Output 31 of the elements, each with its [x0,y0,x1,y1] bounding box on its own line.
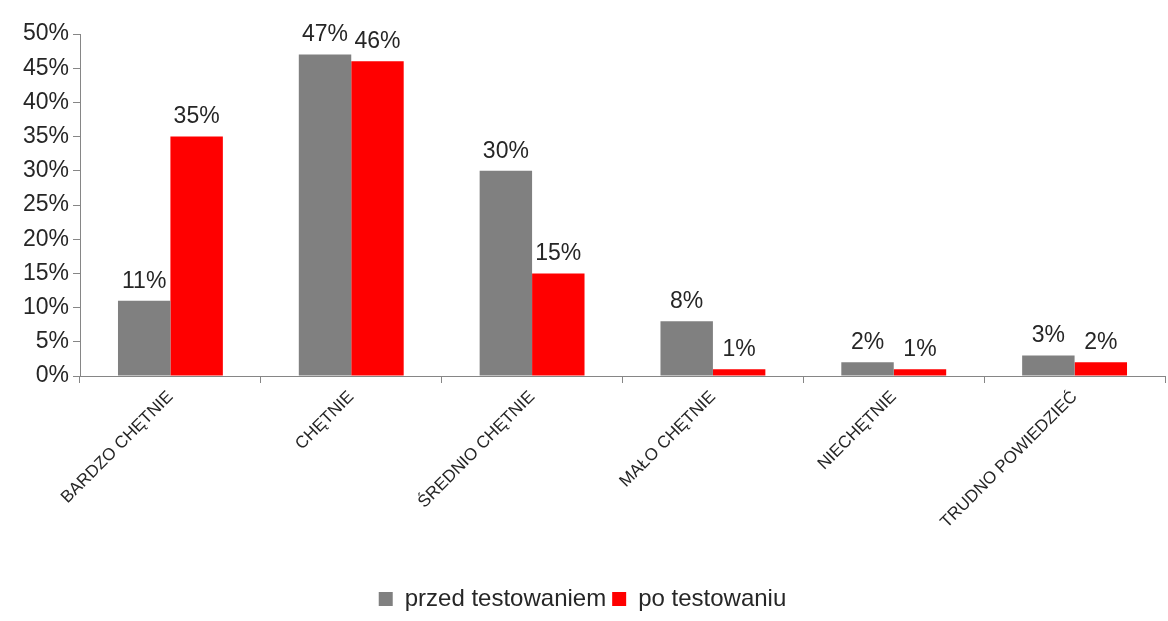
bar [712,369,766,376]
y-tick-label: 20% [22,224,69,251]
y-tick-label: 35% [22,121,69,148]
bar [1074,362,1128,376]
data-label: 11% [122,266,167,293]
y-tick-label: 45% [22,53,69,80]
bar [893,369,947,376]
data-label: 1% [722,335,756,361]
bar [351,61,404,376]
data-label: 2% [1084,328,1118,355]
data-label: 15% [535,239,582,266]
y-tick-label: 40% [22,87,69,114]
y-tick-label: 15% [22,258,69,285]
data-label: 47% [302,20,349,47]
data-label: 30% [482,136,529,163]
data-label: 3% [1031,321,1065,348]
legend-label: po testowaniu [638,583,787,611]
data-label: 2% [850,328,885,355]
y-tick-label: 10% [22,292,69,319]
bar [170,136,223,376]
data-label: 8% [670,287,704,314]
data-label: 46% [354,27,401,54]
data-label: 35% [173,102,220,129]
bar [532,273,585,376]
y-tick-label: 5% [35,327,69,354]
y-tick-label: 0% [35,361,69,388]
data-label: 1% [903,335,937,361]
y-tick-label: 50% [22,19,69,46]
y-tick-label: 25% [22,190,69,217]
legend-label: przed testowaniem [404,583,607,611]
y-tick-label: 30% [22,156,69,183]
